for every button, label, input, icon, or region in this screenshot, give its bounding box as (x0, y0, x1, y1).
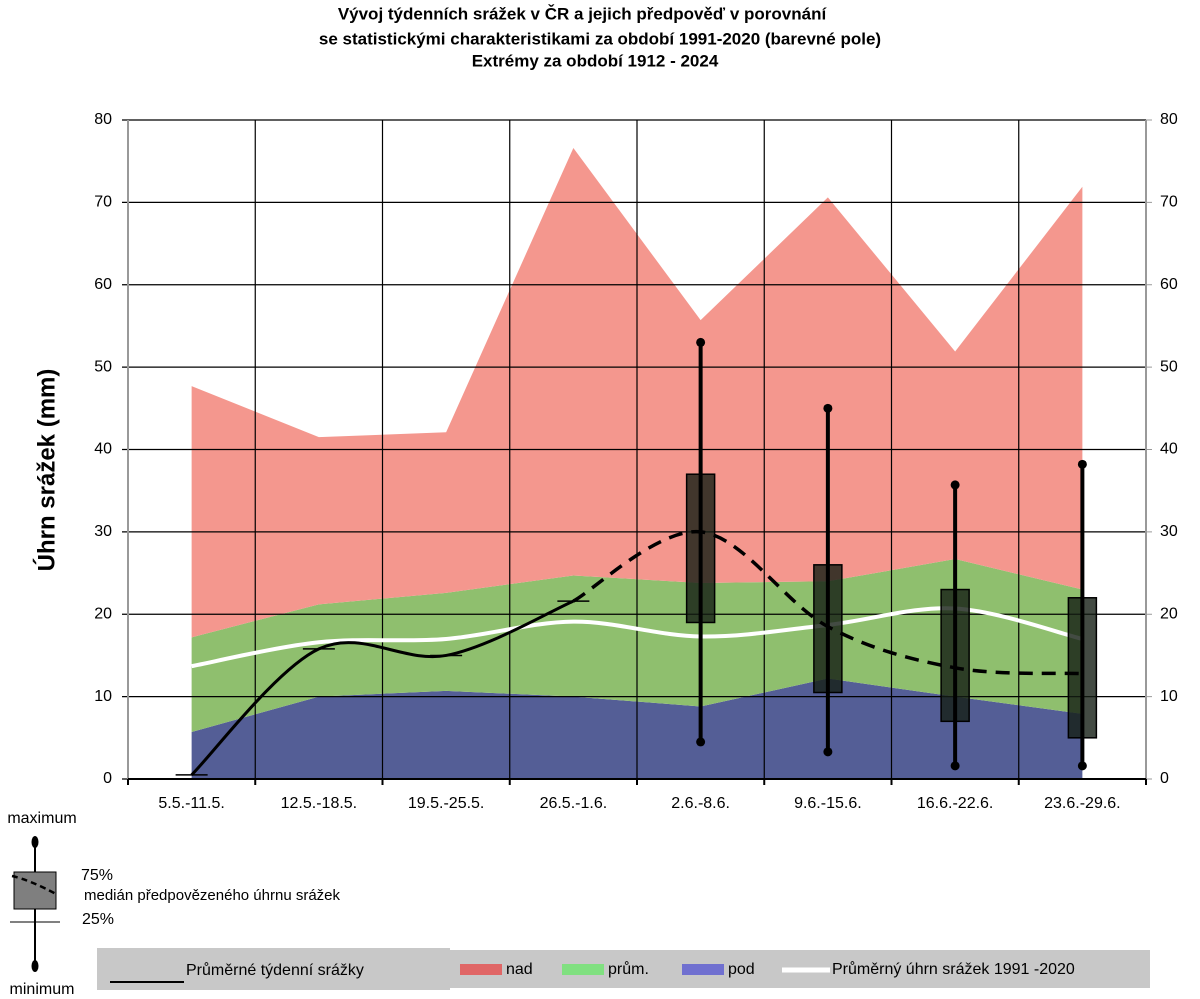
box-legend-min: minimum (10, 981, 75, 998)
box-legend-median-label: medián předpovězeného úhrnu srážek (84, 887, 341, 904)
whisker-min (1077, 761, 1087, 771)
y-tick-label: 70 (94, 194, 112, 211)
y-axis-label: Úhrn srážek (mm) (32, 369, 60, 572)
box-legend-q1: 25% (82, 911, 114, 928)
box-legend-dot (31, 960, 39, 972)
box-legend-max: maximum (7, 810, 76, 827)
box-legend-q3: 75% (81, 867, 113, 884)
legend-label: prům. (608, 960, 649, 978)
y2-tick-label: 40 (1160, 441, 1178, 458)
y2-tick-label: 50 (1160, 358, 1178, 375)
y2-tick-label: 20 (1160, 605, 1178, 622)
y2-tick-label: 60 (1160, 276, 1178, 293)
legend-swatch (460, 964, 502, 975)
y-tick-label: 30 (94, 523, 112, 540)
y2-tick-label: 10 (1160, 688, 1178, 705)
x-tick-label: 9.6.-15.6. (794, 795, 862, 812)
legend-observed: Průměrné týdenní srážky (186, 961, 364, 979)
x-tick-label: 23.6.-29.6. (1044, 795, 1121, 812)
box-legend-median (11, 874, 59, 897)
title-line: Vývoj týdenních srážek v ČR a jejich pře… (338, 4, 828, 23)
y-tick-label: 50 (94, 358, 112, 375)
y-tick-label: 60 (94, 276, 112, 293)
title-line: Extrémy za období 1912 - 2024 (472, 51, 719, 70)
x-tick-label: 5.5.-11.5. (158, 795, 224, 812)
y2-tick-label: 30 (1160, 523, 1178, 540)
y-tick-label: 20 (94, 605, 112, 622)
x-tick-label: 12.5.-18.5. (281, 795, 358, 812)
x-tick-label: 16.6.-22.6. (917, 795, 994, 812)
y-tick-label: 40 (94, 441, 112, 458)
whisker-min (823, 747, 833, 757)
whisker-max (1077, 459, 1087, 469)
y2-tick-label: 0 (1160, 770, 1169, 787)
whisker-min (696, 737, 706, 747)
legend-swatch (562, 964, 604, 975)
box-legend-dot (31, 836, 39, 848)
x-tick-label: 26.5.-1.6. (540, 795, 608, 812)
legend-label: pod (728, 961, 755, 978)
y2-tick-label: 70 (1160, 194, 1178, 211)
whisker-max (823, 403, 833, 413)
whisker-max (950, 480, 960, 490)
y2-tick-label: 80 (1160, 111, 1178, 128)
observed-line (190, 599, 574, 776)
x-tick-label: 2.6.-8.6. (671, 795, 730, 812)
title-line: se statistickými charakteristikami za ob… (319, 29, 881, 48)
legend-swatch (682, 964, 724, 975)
legend-normal: Průměrný úhrn srážek 1991 -2020 (832, 960, 1075, 978)
y-tick-label: 0 (103, 770, 112, 787)
median-line (572, 530, 1083, 676)
x-tick-label: 19.5.-25.5. (408, 795, 485, 812)
y-tick-label: 10 (94, 688, 112, 705)
legend-label: nad (506, 961, 533, 978)
whisker-min (950, 761, 960, 771)
y-tick-label: 80 (94, 111, 112, 128)
whisker-max (696, 337, 706, 347)
